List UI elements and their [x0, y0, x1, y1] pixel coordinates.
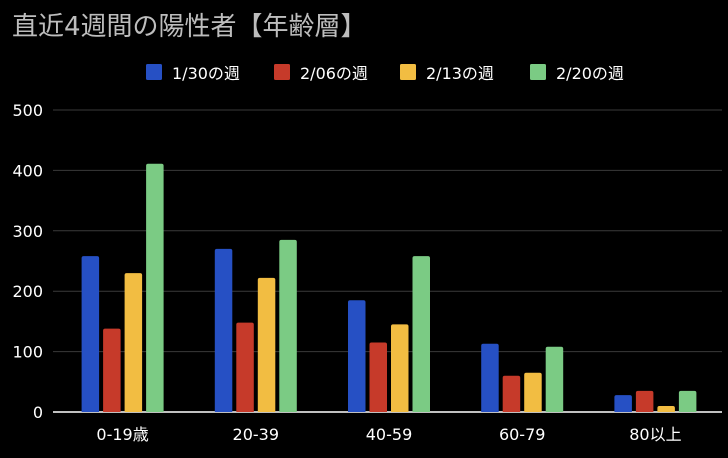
- legend-label: 2/06の週: [300, 64, 368, 83]
- y-tick-label: 200: [12, 282, 43, 301]
- bar: [214, 248, 233, 412]
- bar: [348, 300, 366, 412]
- bar: [124, 273, 143, 412]
- legend-swatch: [530, 64, 546, 80]
- legend-swatch: [400, 64, 416, 80]
- bar: [524, 372, 542, 412]
- y-axis-ticks: 0 100 200 300 400 500: [12, 101, 43, 422]
- y-tick-label: 500: [12, 101, 43, 120]
- chart-title: 直近4週間の陽性者【年齢層】: [12, 12, 367, 42]
- bar: [502, 375, 521, 412]
- y-tick-label: 100: [12, 343, 43, 362]
- bars: [81, 163, 697, 412]
- legend-label: 2/13の週: [426, 64, 494, 83]
- bar: [279, 239, 297, 412]
- legend-label: 2/20の週: [556, 64, 624, 83]
- bar: [657, 405, 675, 412]
- legend-swatch: [274, 64, 290, 80]
- bar: [369, 342, 387, 412]
- bar: [614, 395, 632, 412]
- x-tick-label: 20-39: [233, 425, 280, 444]
- legend-label: 1/30の週: [172, 64, 240, 83]
- bar: [635, 390, 654, 412]
- bar: [257, 277, 276, 412]
- bar: [412, 256, 430, 412]
- x-tick-label: 60-79: [499, 425, 546, 444]
- y-tick-label: 300: [12, 222, 43, 241]
- bar: [481, 343, 499, 412]
- bar: [103, 328, 121, 412]
- y-tick-label: 0: [33, 403, 43, 422]
- legend-swatch: [146, 64, 162, 80]
- bar: [545, 346, 564, 412]
- bar: [81, 256, 100, 412]
- x-axis-ticks: 0-19歳 20-39 40-59 60-79 80以上: [96, 425, 681, 444]
- bar: [236, 322, 254, 412]
- bar: [146, 163, 164, 412]
- x-tick-label: 40-59: [366, 425, 413, 444]
- legend: 1/30の週 2/06の週 2/13の週 2/20の週: [146, 64, 624, 83]
- gridlines: [53, 109, 722, 413]
- bar: [678, 390, 697, 412]
- x-tick-label: 80以上: [629, 425, 681, 444]
- y-tick-label: 400: [12, 161, 43, 180]
- x-tick-label: 0-19歳: [96, 425, 148, 444]
- bar: [391, 324, 409, 412]
